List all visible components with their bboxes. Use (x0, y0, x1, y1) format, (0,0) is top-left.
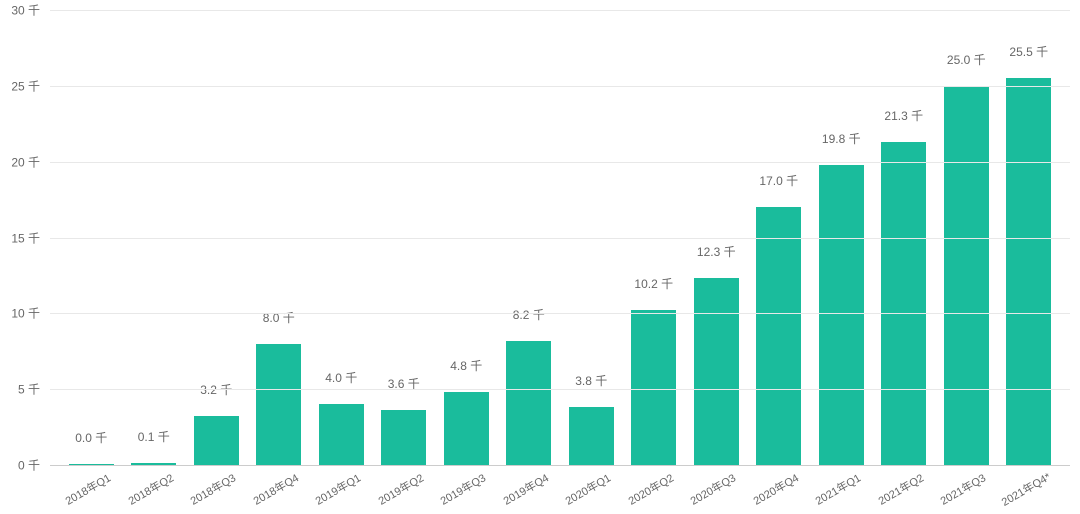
x-tick-label: 2020年Q2 (623, 469, 678, 510)
bar-value-label: 21.3 千 (884, 107, 923, 124)
x-tick-label: 2018年Q1 (60, 469, 115, 510)
bar-value-label: 25.5 千 (1009, 43, 1048, 60)
x-tick-label: 2019年Q3 (435, 469, 490, 510)
bar (256, 344, 301, 465)
bar (569, 407, 614, 465)
x-axis-labels: 2018年Q12018年Q22018年Q32018年Q42019年Q12019年… (50, 471, 1070, 487)
x-tick-label: 2019年Q1 (310, 469, 365, 510)
x-tick-label: 2021年Q2 (873, 469, 928, 510)
bar (631, 310, 676, 465)
bar-value-label: 0.1 千 (138, 428, 170, 445)
x-tick-label: 2021年Q1 (810, 469, 865, 510)
x-tick-label: 2021年Q3 (935, 469, 990, 510)
x-tick-label: 2018年Q3 (185, 469, 240, 510)
bar (1006, 78, 1051, 465)
gridline (50, 313, 1070, 314)
gridline (50, 86, 1070, 87)
gridline (50, 238, 1070, 239)
bar-value-label: 19.8 千 (822, 130, 861, 147)
x-tick-label: 2018年Q2 (123, 469, 178, 510)
bar-value-label: 3.8 千 (575, 372, 607, 389)
y-tick-label: 25 千 (11, 77, 40, 94)
bar-value-label: 25.0 千 (947, 51, 986, 68)
bar (881, 142, 926, 465)
y-tick-label: 15 千 (11, 229, 40, 246)
bar (819, 165, 864, 465)
bar-value-label: 8.0 千 (263, 309, 295, 326)
bar-value-label: 0.0 千 (75, 429, 107, 446)
x-axis-line (50, 465, 1070, 466)
y-tick-label: 20 千 (11, 153, 40, 170)
gridline (50, 389, 1070, 390)
x-tick-label: 2018年Q4 (248, 469, 303, 510)
y-tick-label: 30 千 (11, 2, 40, 19)
y-tick-label: 10 千 (11, 305, 40, 322)
bar (194, 416, 239, 465)
bar (756, 207, 801, 465)
bar-value-label: 10.2 千 (634, 275, 673, 292)
bar-value-label: 4.8 千 (450, 357, 482, 374)
x-tick-label: 2020年Q4 (748, 469, 803, 510)
gridline (50, 10, 1070, 11)
x-tick-label: 2020年Q1 (560, 469, 615, 510)
bar-value-label: 17.0 千 (759, 172, 798, 189)
bar-value-label: 4.0 千 (325, 369, 357, 386)
bar-value-label: 12.3 千 (697, 243, 736, 260)
x-tick-label: 2021年Q4* (998, 469, 1053, 510)
y-tick-label: 5 千 (18, 381, 40, 398)
bar-chart: 0 千5 千10 千15 千20 千25 千30 千 0.0 千0.1 千3.2… (0, 0, 1080, 514)
bar (381, 410, 426, 465)
y-tick-label: 0 千 (18, 457, 40, 474)
bar (444, 392, 489, 465)
y-axis: 0 千5 千10 千15 千20 千25 千30 千 (0, 10, 45, 465)
bar (319, 404, 364, 465)
gridline (50, 162, 1070, 163)
x-tick-label: 2019年Q4 (498, 469, 553, 510)
bar (944, 86, 989, 465)
plot-area: 0.0 千0.1 千3.2 千8.0 千4.0 千3.6 千4.8 千8.2 千… (50, 10, 1070, 465)
x-tick-label: 2020年Q3 (685, 469, 740, 510)
x-tick-label: 2019年Q2 (373, 469, 428, 510)
bar (694, 278, 739, 465)
bar (506, 341, 551, 465)
